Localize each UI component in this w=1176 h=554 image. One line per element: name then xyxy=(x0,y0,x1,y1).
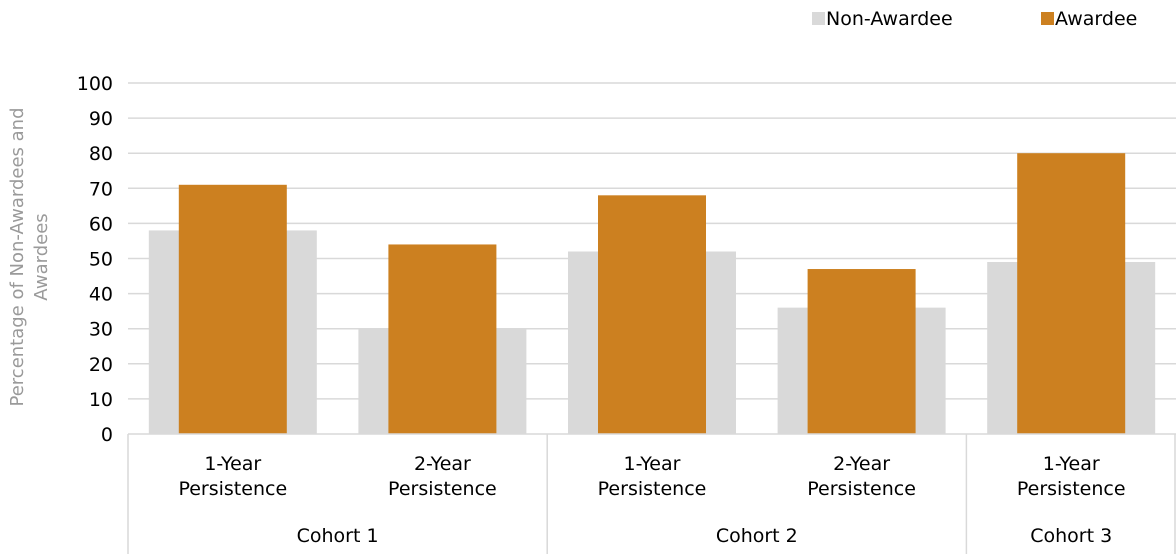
x-category-label: 2-Year xyxy=(414,453,471,475)
y-tick-label: 80 xyxy=(89,143,113,165)
bar-awardee xyxy=(388,244,497,434)
y-axis-label-line: Percentage of Non-Awardees and xyxy=(7,108,28,407)
legend-label: Non-Awardee xyxy=(826,8,953,30)
legend-swatch xyxy=(1041,12,1054,25)
x-group-label: Cohort 3 xyxy=(1030,525,1112,547)
legend-swatch xyxy=(812,12,825,25)
x-axis: 1-Year Persistence 2-Year Persistence Cohort… xyxy=(127,433,1176,554)
y-tick-label: 30 xyxy=(89,319,113,341)
y-tick-label: 60 xyxy=(89,213,113,235)
y-tick-label: 70 xyxy=(89,178,113,200)
x-category-label: 1-Year xyxy=(1043,453,1100,475)
bars xyxy=(148,153,1156,434)
x-group-label: Cohort 2 xyxy=(716,525,798,547)
x-category-label: Persistence xyxy=(1017,478,1126,500)
y-tick-label: 100 xyxy=(77,73,113,95)
legend: Non-Awardee Awardee xyxy=(812,8,1137,30)
y-axis-label-line: Awardees xyxy=(31,213,52,300)
bar-awardee xyxy=(807,269,916,434)
x-category-label: Persistence xyxy=(598,478,707,500)
bar-awardee xyxy=(1017,153,1126,434)
y-tick-label: 10 xyxy=(89,389,113,411)
bar-awardee xyxy=(598,195,706,434)
y-axis-label: Percentage of Non-Awardees and Awardees xyxy=(7,108,52,407)
y-tick-label: 0 xyxy=(101,424,113,446)
x-category-label: 1-Year xyxy=(204,453,261,475)
legend-label: Awardee xyxy=(1055,8,1137,30)
x-category-label: 1-Year xyxy=(624,453,681,475)
x-category-label: Persistence xyxy=(807,478,916,500)
x-category-label: Persistence xyxy=(388,478,497,500)
y-tick-label: 40 xyxy=(89,284,113,306)
y-axis-ticks: 0 10 20 30 40 50 60 70 80 90 100 xyxy=(77,73,113,446)
x-category-label: 2-Year xyxy=(833,453,890,475)
bar-awardee xyxy=(178,184,287,434)
x-group-label: Cohort 1 xyxy=(297,525,379,547)
y-tick-label: 90 xyxy=(89,108,113,130)
y-tick-label: 20 xyxy=(89,354,113,376)
x-category-label: Persistence xyxy=(178,478,287,500)
y-tick-label: 50 xyxy=(89,249,113,271)
